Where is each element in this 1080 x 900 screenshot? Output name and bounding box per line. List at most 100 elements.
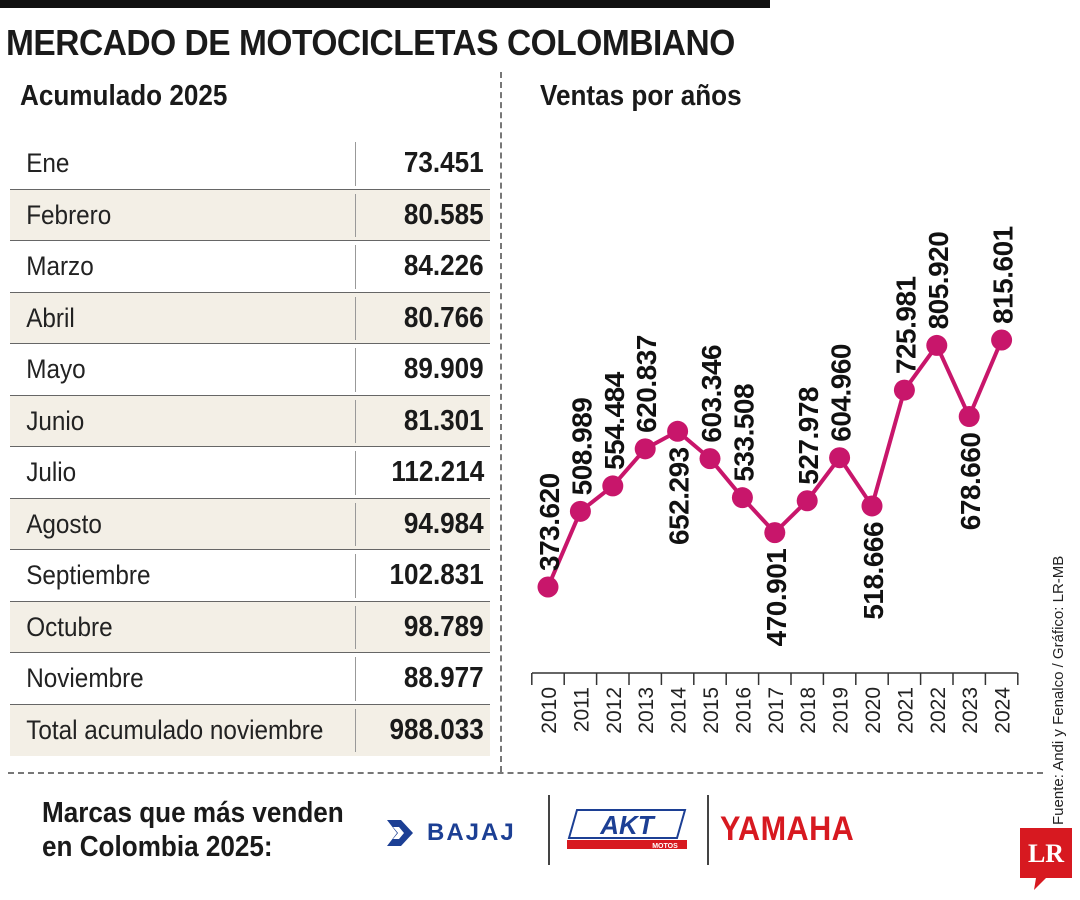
data-point: [958, 406, 980, 428]
column-divider: [355, 296, 356, 340]
data-label: 603.346: [696, 345, 727, 443]
page-title: MERCADO DE MOTOCICLETAS COLOMBIANO: [6, 22, 735, 63]
brand-separator: [548, 795, 550, 865]
row-divider: [10, 703, 490, 705]
x-tick-label: 2022: [927, 687, 950, 734]
top-rule: [0, 0, 770, 8]
month-label: Noviembre: [26, 663, 144, 694]
row-divider: [10, 652, 490, 653]
column-divider: [355, 399, 356, 443]
row-divider: [10, 291, 490, 293]
table-row: Septiembre 102.831: [10, 550, 490, 602]
x-tick-label: 2013: [635, 687, 658, 734]
brands-title: Marcas que más venden en Colombia 2025:: [42, 796, 344, 864]
x-tick-label: 2016: [732, 687, 755, 734]
x-tick-label: 2017: [765, 687, 788, 734]
column-divider: [355, 657, 356, 701]
x-tick-label: 2012: [603, 687, 626, 734]
month-value: 80.585: [404, 198, 484, 231]
month-label: Mayo: [26, 354, 86, 385]
column-divider: [355, 142, 356, 186]
yamaha-logo: YAMAHA: [720, 810, 855, 848]
x-tick-label: 2014: [668, 687, 691, 734]
table-row: Junio 81.301: [10, 395, 490, 447]
month-value: 73.451: [404, 147, 484, 180]
data-point: [796, 490, 818, 512]
data-label: 725.981: [890, 276, 921, 374]
data-point: [893, 379, 915, 401]
data-point: [537, 576, 559, 598]
month-label: Octubre: [26, 611, 113, 642]
month-label: Febrero: [26, 199, 112, 230]
data-point: [602, 475, 624, 497]
data-label: 620.837: [631, 335, 662, 433]
bajaj-emblem-icon: [387, 820, 413, 846]
month-value: 84.226: [404, 250, 484, 283]
data-label: 533.508: [728, 384, 759, 482]
data-label: 815.601: [988, 226, 1019, 324]
data-point: [667, 420, 689, 442]
column-divider: [355, 451, 356, 495]
x-tick-label: 2010: [538, 687, 561, 734]
x-tick-label: 2019: [830, 687, 853, 734]
table-row: Agosto 94.984: [10, 498, 490, 550]
column-divider: [355, 708, 356, 752]
month-value: 94.984: [404, 507, 484, 540]
horizontal-divider: [8, 772, 1043, 774]
month-label: Junio: [26, 405, 85, 436]
month-value: 89.909: [404, 353, 484, 386]
data-label: 604.960: [826, 344, 857, 442]
brands-title-line2: en Colombia 2025:: [42, 831, 273, 863]
month-label: Julio: [26, 457, 77, 488]
month-label: Septiembre: [26, 560, 151, 591]
data-label: 373.620: [534, 473, 565, 571]
akt-logo: AKT MOTOS: [567, 809, 687, 850]
data-point: [829, 447, 851, 469]
data-point: [861, 495, 883, 517]
accumulated-title: Acumulado 2025: [20, 80, 228, 112]
row-divider: [10, 600, 490, 602]
row-divider: [10, 188, 490, 190]
data-label: 470.901: [761, 549, 792, 647]
row-divider: [10, 549, 490, 550]
x-tick-label: 2011: [570, 687, 593, 732]
data-label: 527.978: [793, 387, 824, 485]
month-value: 80.766: [404, 301, 484, 334]
akt-name: AKT: [599, 810, 656, 840]
data-point: [764, 522, 786, 544]
data-label: 678.660: [955, 433, 986, 531]
accumulated-table: Ene 73.451 Febrero 80.585 Marzo 84.226 Abril 80…: [10, 138, 490, 756]
table-row: Ene 73.451: [10, 138, 490, 190]
x-tick-label: 2024: [992, 687, 1015, 734]
lr-logo-text: LR: [1028, 839, 1064, 868]
month-value: 81.301: [404, 404, 484, 437]
x-tick-label: 2018: [797, 687, 820, 734]
table-row: Total acumulado noviembre 988.033: [10, 704, 490, 756]
akt-subtitle: MOTOS: [652, 843, 678, 850]
month-label: Agosto: [26, 508, 102, 539]
table-row: Octubre 98.789: [10, 601, 490, 653]
row-divider: [10, 394, 490, 396]
data-point: [991, 329, 1013, 351]
column-divider: [355, 193, 356, 237]
row-divider: [10, 343, 490, 344]
column-divider: [355, 502, 356, 546]
brand-separator: [707, 795, 709, 865]
row-divider: [10, 240, 490, 241]
data-label: 518.666: [858, 522, 889, 620]
month-value: 88.977: [404, 662, 484, 695]
row-divider: [10, 497, 490, 499]
month-value: 112.214: [391, 456, 484, 489]
column-divider: [355, 554, 356, 598]
vertical-divider: [500, 72, 502, 772]
data-label: 805.920: [923, 232, 954, 330]
source-text: Fuente: Andi y Fenalco / Gráfico: LR-MB: [1050, 555, 1067, 825]
bajaj-logo: BAJAJ: [383, 818, 516, 848]
lr-logo: LR: [1020, 828, 1072, 890]
column-divider: [355, 348, 356, 392]
column-divider: [355, 605, 356, 649]
chart-title: Ventas por años: [540, 80, 742, 112]
table-row: Abril 80.766: [10, 292, 490, 344]
x-tick-label: 2023: [959, 687, 982, 734]
x-tick-label: 2015: [700, 687, 723, 734]
